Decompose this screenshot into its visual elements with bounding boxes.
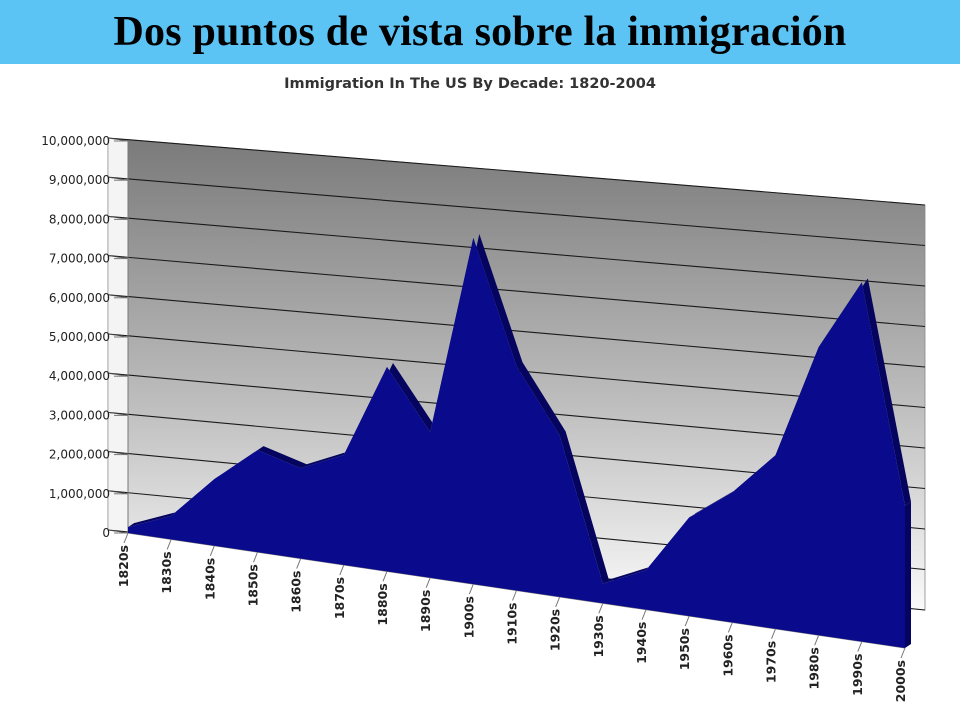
x-tick-label: 1840s xyxy=(202,558,217,600)
area-depth-side xyxy=(905,501,911,648)
x-tick-label: 1820s xyxy=(116,545,131,587)
y-tick-label: 1,000,000 xyxy=(49,487,110,501)
x-tick-mark xyxy=(512,590,517,601)
x-tick-mark xyxy=(166,539,172,550)
x-tick-label: 1970s xyxy=(764,641,779,683)
x-tick-mark xyxy=(857,641,863,652)
chart-title: Immigration In The US By Decade: 1820-20… xyxy=(284,76,656,92)
x-tick-mark xyxy=(296,558,302,569)
x-tick-mark xyxy=(468,583,474,595)
x-tick-mark xyxy=(684,615,690,627)
gridline xyxy=(107,255,926,328)
x-tick-mark xyxy=(771,628,776,640)
y-tick-label: 7,000,000 xyxy=(49,252,110,266)
y-tick-label: 4,000,000 xyxy=(49,369,110,383)
x-tick-label: 1930s xyxy=(591,615,606,657)
x-tick-mark xyxy=(598,603,604,614)
x-tick-mark xyxy=(339,564,345,576)
y-tick-label: 5,000,000 xyxy=(49,330,110,344)
y-tick-label: 0 xyxy=(102,526,110,540)
x-tick-label: 1960s xyxy=(720,634,735,676)
x-tick-label: 1870s xyxy=(332,577,347,619)
area-series xyxy=(128,237,905,648)
x-tick-label: 1860s xyxy=(289,571,304,613)
x-tick-mark xyxy=(641,609,647,620)
gridline xyxy=(107,215,926,287)
slide-title: Dos puntos de vista sobre la inmigración xyxy=(113,9,847,55)
x-tick-mark xyxy=(123,532,129,544)
x-tick-mark xyxy=(727,622,733,633)
title-bar: Dos puntos de vista sobre la inmigración xyxy=(0,0,960,64)
x-tick-mark xyxy=(814,635,820,646)
x-tick-label: 1980s xyxy=(807,647,822,689)
x-tick-mark xyxy=(425,577,431,588)
y-tick-label: 3,000,000 xyxy=(49,408,110,422)
y-tick-label: 10,000,000 xyxy=(41,134,110,148)
y-tick-label: 2,000,000 xyxy=(49,448,110,462)
y-tick-label: 9,000,000 xyxy=(49,173,110,187)
y-tick-label: 6,000,000 xyxy=(49,291,110,305)
x-tick-mark xyxy=(209,545,215,556)
x-tick-label: 1920s xyxy=(548,609,563,651)
y-tick-label: 8,000,000 xyxy=(49,212,110,226)
x-tick-label: 1950s xyxy=(677,628,692,670)
x-tick-label: 1910s xyxy=(505,603,520,645)
x-tick-mark xyxy=(555,596,561,608)
x-tick-mark xyxy=(253,551,258,563)
gridline xyxy=(107,137,926,206)
gridline xyxy=(107,294,926,368)
x-tick-label: 1850s xyxy=(246,564,261,606)
x-tick-mark xyxy=(382,571,388,582)
x-tick-label: 2000s xyxy=(893,660,908,702)
x-tick-label: 1940s xyxy=(634,622,649,664)
x-tick-label: 1880s xyxy=(375,583,390,625)
gridline xyxy=(107,176,926,247)
x-tick-label: 1990s xyxy=(850,654,865,696)
x-tick-mark xyxy=(900,647,906,659)
x-tick-label: 1830s xyxy=(159,551,174,593)
x-tick-label: 1890s xyxy=(418,590,433,632)
x-tick-label: 1900s xyxy=(461,596,476,638)
